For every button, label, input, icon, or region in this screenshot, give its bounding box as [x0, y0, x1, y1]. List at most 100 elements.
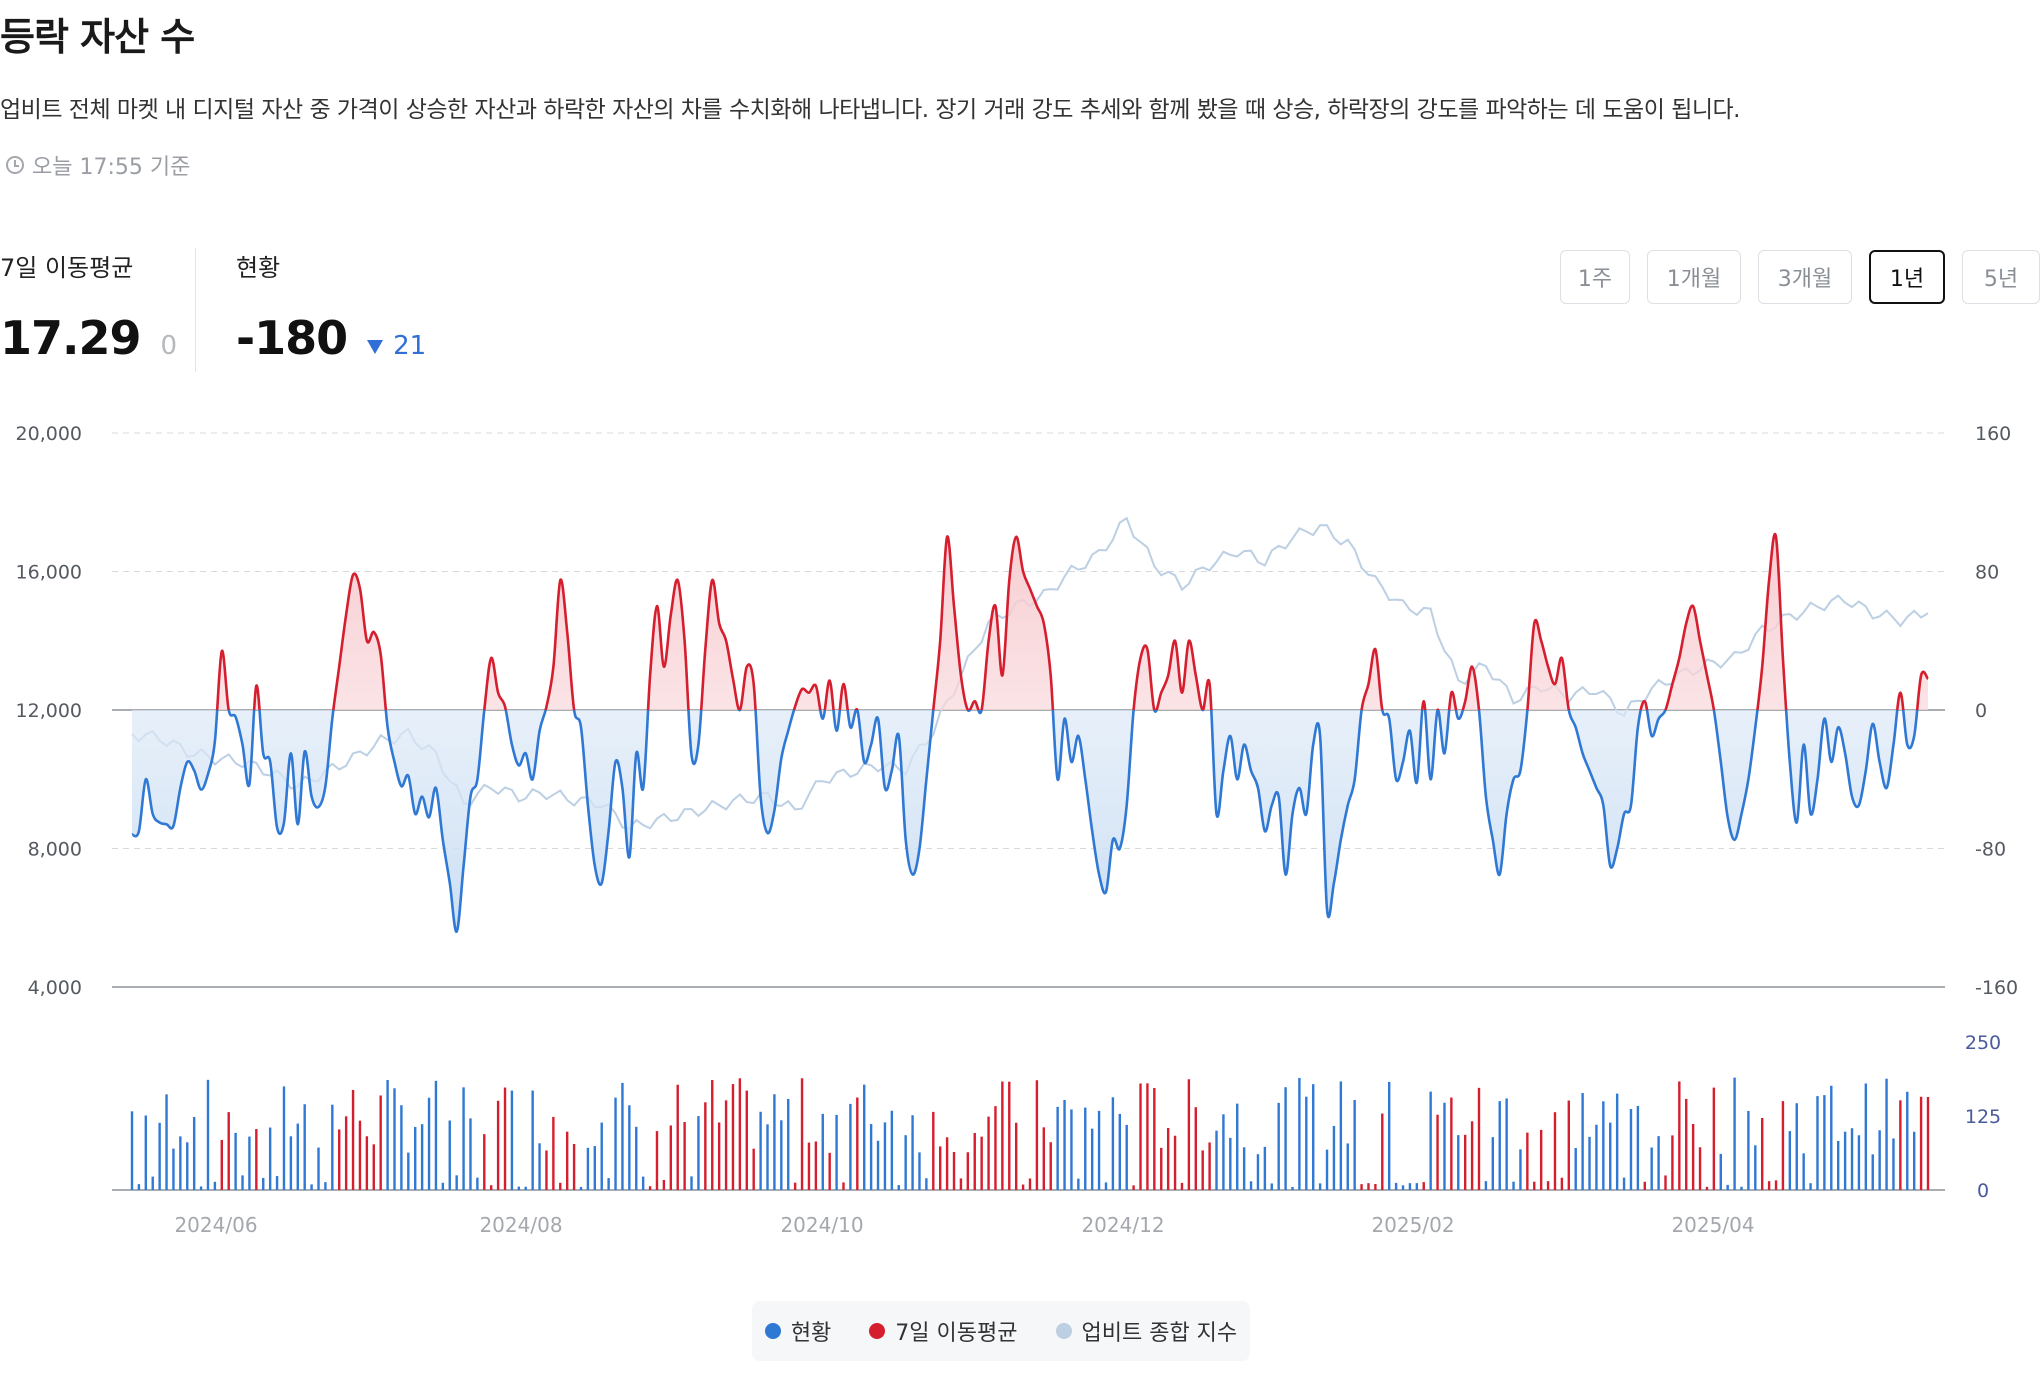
volume-bar [1553, 1112, 1557, 1190]
volume-bar [552, 1116, 555, 1190]
advance-decline-chart[interactable]: 20,000 16,000 12,000 8,000 4,000 160 80 0 -80 -16… [0, 400, 2040, 1260]
volume-bar [600, 1122, 603, 1190]
volume-bar [1574, 1148, 1577, 1190]
volume-bar [289, 1136, 293, 1190]
volume-bar [158, 1122, 161, 1190]
period-button-1m[interactable]: 1개월 [1647, 250, 1741, 304]
volume-bar [1850, 1128, 1854, 1190]
volume-bar [220, 1139, 223, 1190]
volume-bar [441, 1182, 445, 1190]
volume-bar [448, 1120, 451, 1190]
volume-bar [1084, 1107, 1087, 1190]
volume-bar [1097, 1110, 1101, 1190]
volume-bar [676, 1084, 679, 1190]
volume-bar [980, 1136, 983, 1190]
volume-bar [420, 1124, 424, 1190]
volume-bar [621, 1082, 624, 1190]
volume-bar [1712, 1087, 1716, 1190]
volume-bar [1878, 1130, 1881, 1190]
volume-bar [365, 1136, 369, 1190]
volume-bar [358, 1120, 362, 1190]
volume-bar [1871, 1154, 1874, 1190]
volume-bar [648, 1186, 652, 1190]
volume-bar [1042, 1127, 1046, 1190]
volume-bar [1063, 1100, 1066, 1190]
legend-dot-index [1055, 1323, 1072, 1339]
volume-bar [1180, 1182, 1184, 1190]
volume-bar [1788, 1131, 1792, 1190]
period-button-5y[interactable]: 5년 [1962, 250, 2040, 304]
volume-bar [655, 1131, 659, 1190]
right-axis-tick: -80 [1975, 839, 2006, 861]
period-button-3m[interactable]: 3개월 [1758, 250, 1852, 304]
volume-bar [344, 1116, 348, 1190]
volume-bar [165, 1094, 168, 1190]
volume-bar [1546, 1181, 1550, 1190]
volume-bar [496, 1100, 500, 1190]
volume-bar [1795, 1103, 1798, 1190]
volume-bar [1153, 1087, 1156, 1190]
volume-bar [1774, 1180, 1778, 1190]
volume-bar [255, 1129, 258, 1190]
volume-bar [662, 1179, 666, 1190]
volume-bar [1346, 1143, 1349, 1190]
volume-bar [400, 1105, 403, 1190]
volume-bar [1740, 1186, 1743, 1190]
volume-bar [1629, 1109, 1633, 1190]
legend-item-index[interactable]: 업비트 종합 지수 [1055, 1315, 1237, 1347]
volume-bar [586, 1147, 590, 1190]
volume-bar [1595, 1124, 1598, 1190]
volume-bar [427, 1097, 431, 1190]
stat-moving-average-value: 17.29 [0, 311, 142, 365]
volume-bar [890, 1110, 894, 1190]
volume-bar [1450, 1097, 1453, 1190]
volume-bar [1415, 1183, 1419, 1190]
volume-bar [1187, 1079, 1191, 1190]
volume-bar [414, 1126, 417, 1190]
volume-bar [1560, 1177, 1564, 1190]
volume-bar [1781, 1101, 1785, 1190]
volume-bar [1104, 1182, 1108, 1190]
volume-axis-tick: 0 [1977, 1180, 1989, 1202]
volume-bar [897, 1185, 900, 1190]
volume-bar [994, 1106, 997, 1190]
volume-bar [814, 1141, 818, 1190]
volume-bar [1360, 1184, 1363, 1190]
volume-bar [1394, 1182, 1398, 1190]
period-button-1w[interactable]: 1주 [1560, 250, 1630, 304]
volume-bar [752, 1148, 755, 1190]
period-button-1y[interactable]: 1년 [1869, 250, 1945, 304]
volume-bar [628, 1105, 631, 1190]
volume-bar [524, 1186, 527, 1190]
volume-bar [545, 1150, 548, 1190]
volume-bar [1035, 1080, 1039, 1190]
volume-bar [151, 1176, 154, 1190]
volume-bar [683, 1122, 686, 1190]
volume-bar [1332, 1125, 1336, 1190]
volume-bar [1139, 1083, 1142, 1190]
volume-bar [1767, 1181, 1771, 1190]
x-axis-tick: 2024/10 [780, 1213, 863, 1237]
volume-bar [130, 1111, 134, 1190]
volume-bar [1615, 1093, 1619, 1190]
volume-bar [1291, 1187, 1294, 1190]
legend-item-current[interactable]: 현황 [764, 1315, 831, 1347]
right-axis-tick: -160 [1975, 977, 2018, 999]
volume-bar [1837, 1140, 1840, 1190]
volume-bar [945, 1137, 949, 1190]
volume-bar [1657, 1136, 1660, 1190]
volume-bar [1926, 1096, 1930, 1190]
volume-bar [1070, 1109, 1073, 1190]
volume-bar [1698, 1147, 1702, 1190]
volume-bar [1132, 1185, 1135, 1190]
legend-dot-moving-average [869, 1323, 886, 1339]
volume-bar [241, 1175, 244, 1190]
volume-bar [607, 1178, 610, 1190]
volume-bar [1609, 1122, 1612, 1190]
volume-bar [1146, 1083, 1149, 1190]
volume-bar [614, 1097, 617, 1190]
volume-bar [213, 1181, 217, 1190]
volume-bar [282, 1086, 286, 1190]
legend-item-moving-average[interactable]: 7일 이동평균 [869, 1315, 1018, 1347]
volume-bar [1691, 1123, 1695, 1190]
